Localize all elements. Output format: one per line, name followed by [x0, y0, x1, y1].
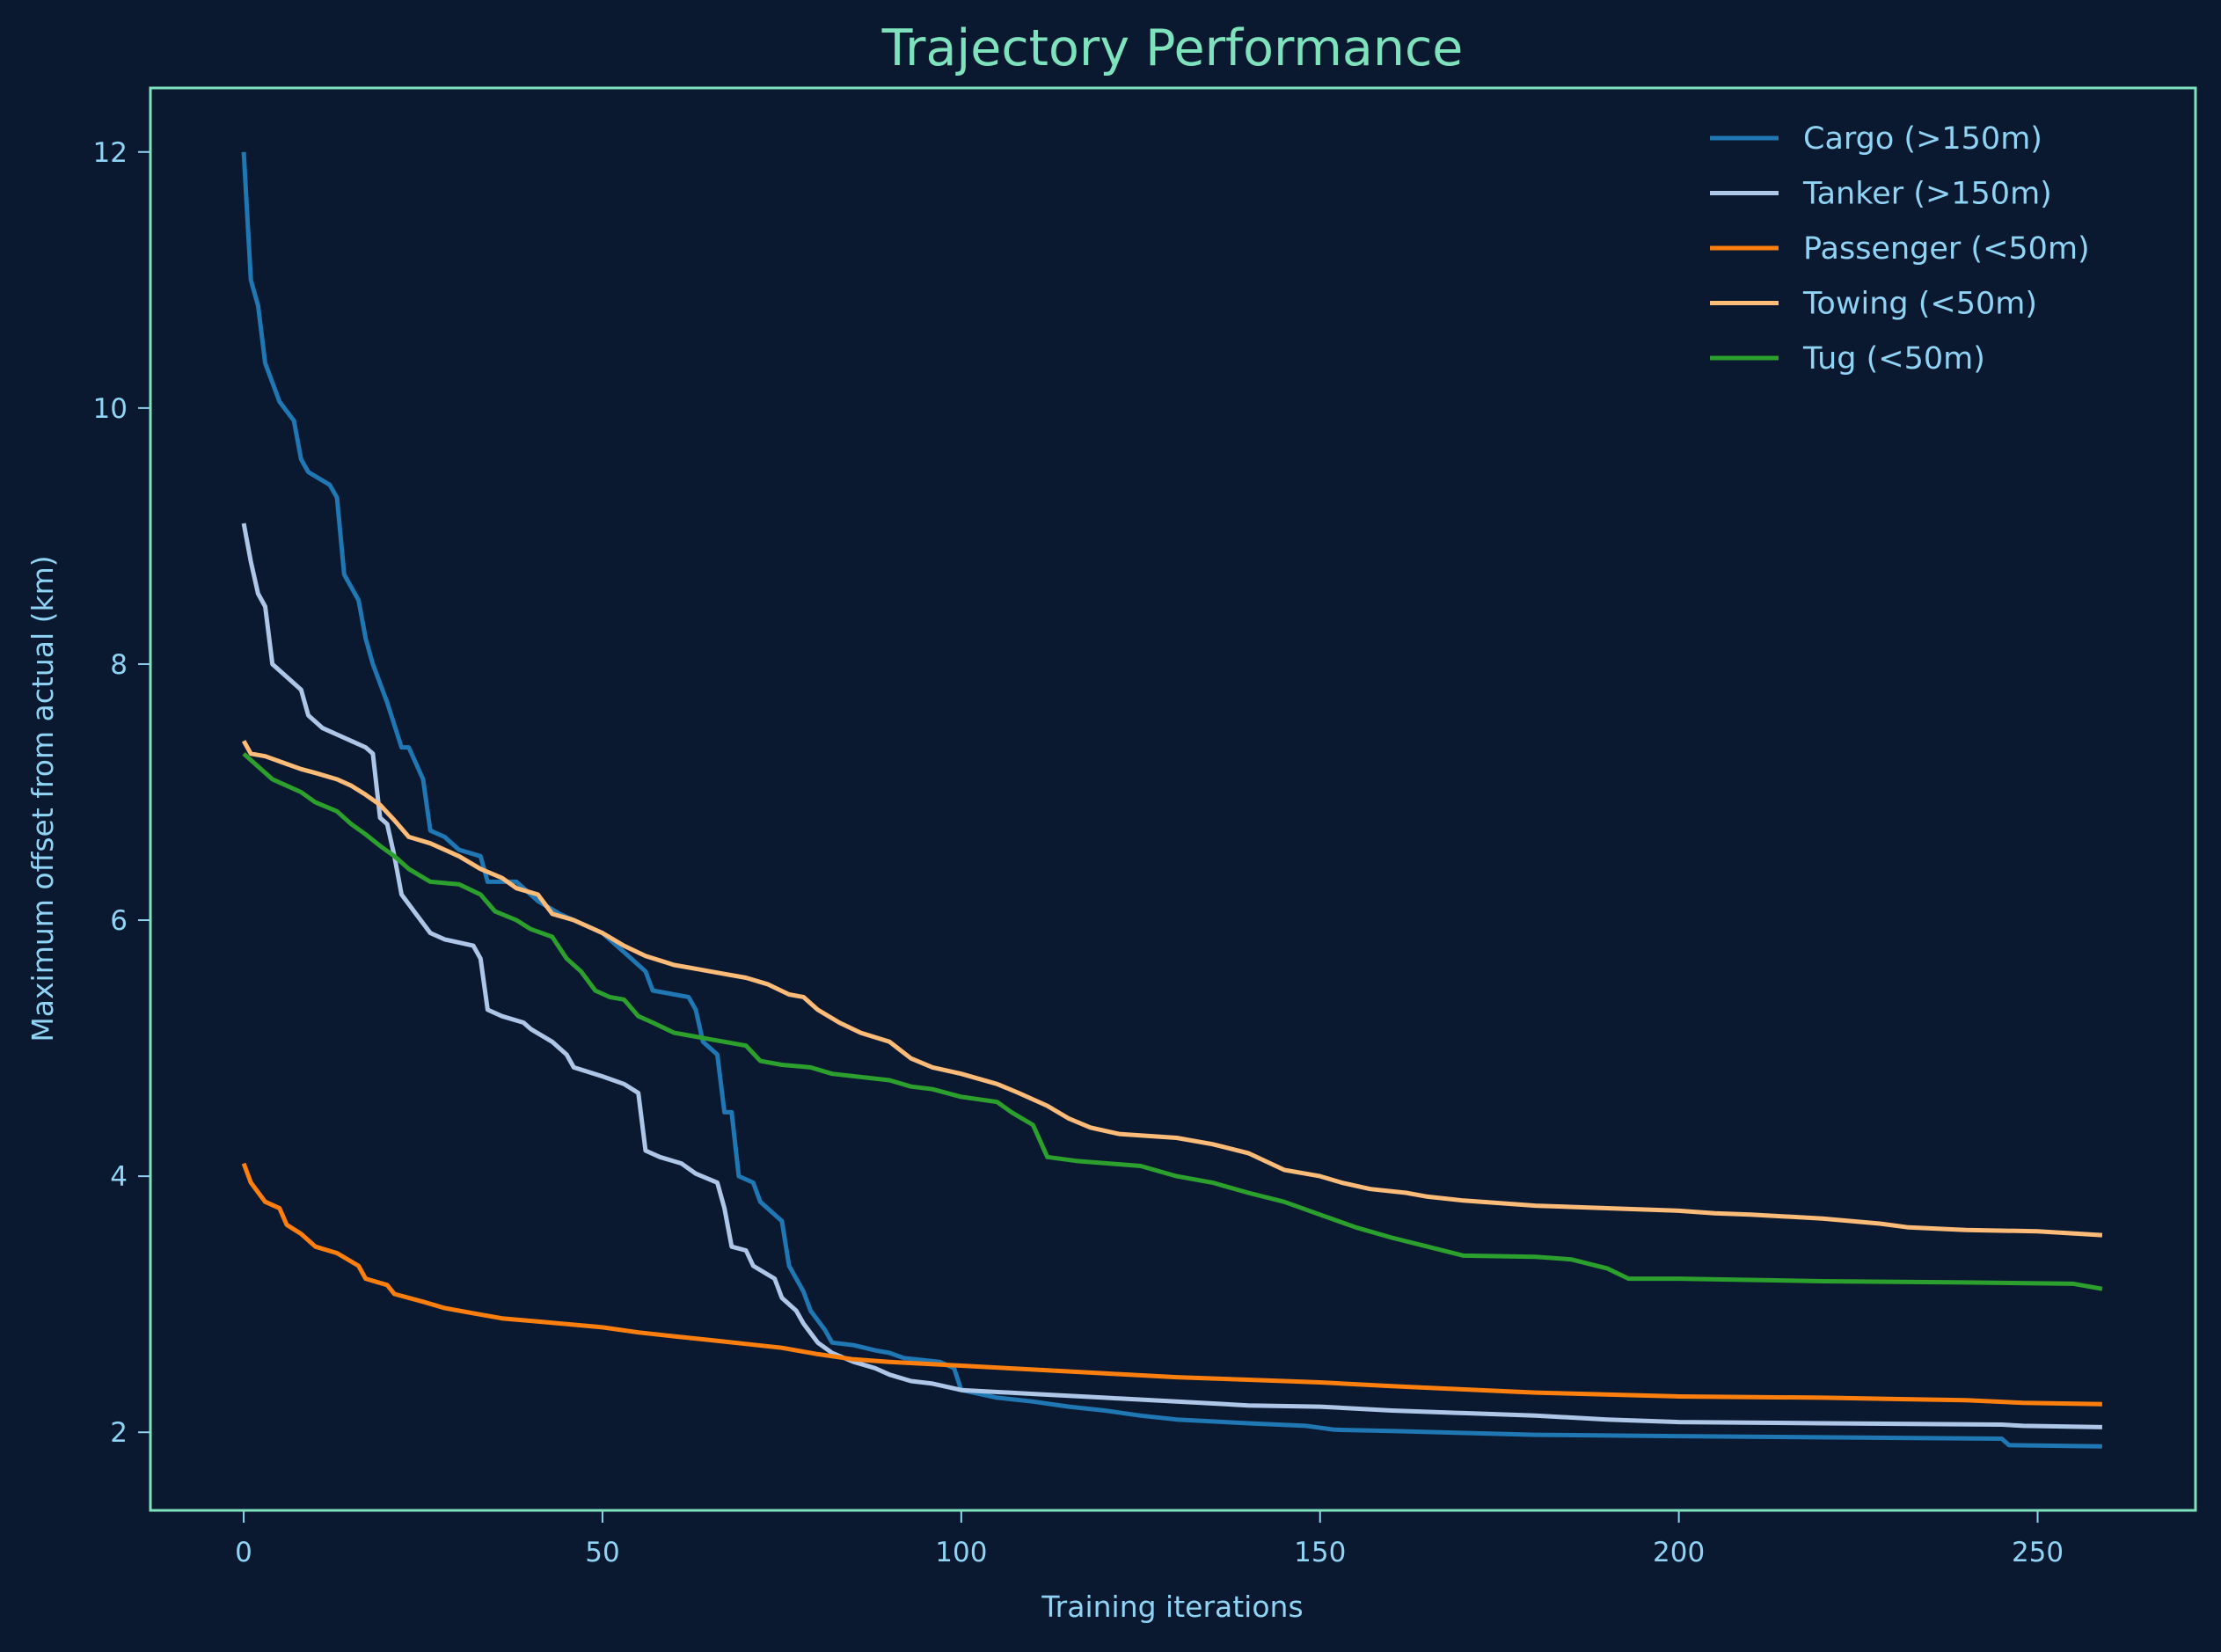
plot-area: [241, 151, 2103, 1449]
y-tick-label: 6: [110, 905, 128, 937]
y-tick-label: 2: [110, 1417, 128, 1449]
x-tick-label: 200: [1653, 1537, 1705, 1568]
x-axis: 0 50 100 150 200 250: [235, 1510, 2064, 1568]
legend-entry: Tanker (>150m): [1802, 177, 2052, 212]
x-tick-label: 150: [1294, 1537, 1346, 1568]
y-axis: 2 4 6 8 10 12: [93, 137, 150, 1449]
series-line-2: [241, 1162, 2102, 1407]
x-axis-label: Training iterations: [1041, 1590, 1303, 1624]
y-tick-label: 8: [110, 649, 128, 681]
legend-entry: Towing (<50m): [1802, 287, 2037, 322]
y-tick-label: 4: [110, 1161, 128, 1193]
legend-entry: Cargo (>150m): [1803, 121, 2042, 157]
y-tick-label: 10: [93, 393, 128, 425]
chart-title: Trajectory Performance: [881, 19, 1464, 77]
series-line-1: [241, 523, 2102, 1429]
x-tick-label: 100: [935, 1537, 987, 1568]
legend-entry: Tug (<50m): [1802, 341, 1985, 376]
y-tick-label: 12: [93, 137, 128, 169]
x-tick-label: 50: [585, 1537, 619, 1568]
x-tick-label: 250: [2012, 1537, 2064, 1568]
series-line-3: [241, 740, 2103, 1238]
series-line-0: [241, 151, 2102, 1449]
y-axis-label: Maximum offset from actual (km): [26, 555, 60, 1042]
legend-entry: Passenger (<50m): [1803, 231, 2090, 267]
axes-frame: [149, 86, 2197, 1512]
x-tick-label: 0: [235, 1537, 252, 1568]
series-line-4: [242, 751, 2103, 1291]
legend: Cargo (>150m) Tanker (>150m) Passenger (<5…: [1710, 121, 2090, 376]
